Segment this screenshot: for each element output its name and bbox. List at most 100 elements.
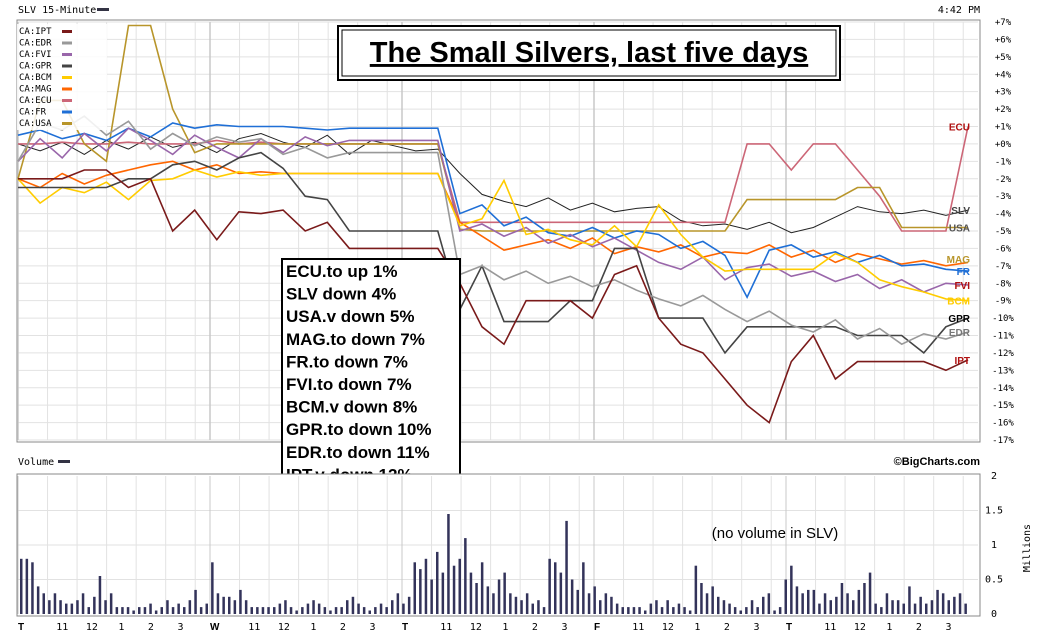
y-tick-label: -3% [995, 192, 1012, 202]
volume-bar [784, 579, 787, 614]
end-label-ipt: IPT [954, 356, 970, 367]
volume-y-title: Millions [1022, 524, 1033, 572]
legend-swatch-gpr [62, 64, 72, 68]
x-hour-label: 2 [916, 622, 922, 633]
volume-bar [284, 600, 287, 614]
chart-header-left: SLV 15-Minute [18, 5, 96, 16]
volume-bar [520, 600, 523, 614]
volume-bar [711, 586, 714, 614]
volume-bar [762, 596, 765, 615]
x-hour-label: 2 [340, 622, 346, 633]
legend-swatch-ipt [62, 30, 72, 33]
volume-bar [823, 593, 827, 614]
volume-bar [919, 596, 922, 615]
series-line-edr [17, 115, 969, 346]
volume-bar [913, 603, 917, 614]
x-hour-label: 3 [753, 622, 759, 633]
y-tick-label: -7% [995, 262, 1012, 272]
volume-bar [542, 607, 546, 614]
chart-header-right: 4:42 PM [938, 5, 980, 16]
volume-bar [700, 583, 703, 614]
volume-bar [469, 572, 473, 614]
volume-bar [419, 569, 422, 614]
copyright: ©BigCharts.com [894, 456, 981, 468]
legend-label: CA:GPR [19, 62, 52, 72]
volume-bar [778, 607, 782, 614]
volume-bar [36, 586, 40, 614]
volume-bar [402, 603, 405, 614]
x-hour-label: 11 [632, 622, 644, 633]
y-tick-label: +6% [995, 35, 1012, 45]
volume-bar [306, 603, 310, 614]
summary-line: ECU.to up 1% [286, 262, 397, 281]
summary-line: EDR.to down 11% [286, 443, 430, 462]
volume-bar [407, 596, 411, 615]
y-tick-label: -8% [995, 279, 1012, 289]
y-tick-label: -6% [995, 244, 1012, 254]
volume-bar [739, 610, 742, 614]
volume-bar [728, 603, 731, 614]
volume-bar [492, 593, 495, 614]
x-hour-label: 3 [177, 622, 183, 633]
volume-bar [199, 607, 203, 614]
x-hour-label: 1 [502, 622, 508, 633]
x-day-label: W [210, 622, 220, 633]
x-hour-label: 2 [148, 622, 154, 633]
volume-annotation: (no volume in SLV) [712, 525, 838, 542]
y-tick-label: -10% [992, 314, 1014, 324]
legend-swatch-mag [62, 87, 72, 91]
volume-bar [441, 572, 445, 614]
legend-swatch-ecu [62, 99, 72, 102]
summary-box [281, 258, 461, 487]
x-hour-label: 12 [662, 622, 674, 633]
volume-bar [424, 558, 428, 614]
x-day-label: T [18, 622, 24, 633]
y-tick-label: +0% [995, 140, 1012, 150]
volume-bar [660, 607, 664, 614]
volume-bar [554, 562, 557, 615]
volume-bar [183, 607, 186, 614]
volume-bar [177, 603, 180, 614]
volume-bar [807, 589, 810, 614]
volume-bar [548, 558, 551, 614]
series-line-gpr [18, 151, 969, 355]
volume-bar [925, 603, 928, 614]
volume-bar [452, 565, 456, 614]
volume-bar [357, 603, 360, 614]
volume-bar [93, 596, 96, 615]
volume-bar [891, 600, 894, 614]
volume-bar [818, 603, 821, 614]
end-label-gpr: GPR [948, 314, 970, 325]
volume-bar [385, 607, 388, 614]
end-label-fr: FR [957, 267, 971, 278]
volume-bar [621, 607, 624, 614]
y-tick-label: -16% [992, 419, 1014, 429]
volume-bar [857, 589, 861, 614]
volume-bar [835, 596, 838, 615]
volume-bar [464, 538, 467, 614]
x-hour-label: 3 [561, 622, 567, 633]
volume-bars [20, 514, 967, 615]
chart-title: The Small Silvers, last five days [370, 37, 808, 69]
volume-bar [211, 562, 214, 615]
volume-bar [683, 607, 686, 614]
x-hour-label: 1 [118, 622, 124, 633]
y-tick-label: -2% [995, 175, 1012, 185]
y-tick-label: -5% [995, 227, 1012, 237]
volume-bar [694, 565, 698, 614]
volume-bar [666, 600, 669, 614]
summary-lines: ECU.to up 1% SLV down 4% USA.v down 5% MAG.… [286, 262, 431, 484]
volume-bar [582, 562, 585, 615]
volume-bar [852, 600, 855, 614]
volume-bar [301, 607, 304, 614]
volume-bar [514, 596, 518, 615]
volume-bar [31, 562, 34, 615]
series-line-fvi [17, 127, 969, 293]
volume-bar [138, 607, 141, 614]
volume-bar [486, 586, 490, 614]
volume-bar [289, 607, 293, 614]
volume-bar [98, 576, 102, 614]
title-box [337, 25, 841, 81]
price-y-axis: +7% +6% +5% +4% +3% +2% +1% +0% -1% -2% -3% -4% -5% -… [992, 18, 1014, 446]
